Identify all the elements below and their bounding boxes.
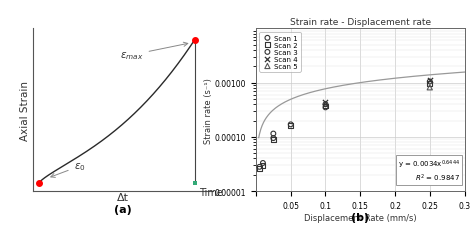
Scan 1 [322,103,329,107]
Text: (b): (b) [351,212,369,222]
Scan 1 [259,162,267,165]
Scan 3 [322,106,329,110]
Scan 4 [426,79,434,83]
Scan 2 [322,105,329,108]
Scan 4 [322,101,329,104]
Scan 2 [426,82,434,86]
Scan 1 [426,80,434,84]
Scan 1 [287,123,294,127]
Scan 2 [287,124,294,128]
Scan 2 [255,167,263,171]
Y-axis label: Axial Strain: Axial Strain [20,80,30,140]
Scan 2 [270,138,277,142]
Text: $\varepsilon_0$: $\varepsilon_0$ [51,161,85,178]
Text: (a): (a) [114,204,132,214]
Y-axis label: Strain rate (s⁻¹): Strain rate (s⁻¹) [204,77,213,143]
Scan 2 [259,164,267,167]
Text: y = 0.0034x$^{0.6444}$
$R^2$ = 0.9847: y = 0.0034x$^{0.6444}$ $R^2$ = 0.9847 [398,158,460,183]
X-axis label: Δt: Δt [117,193,129,202]
Title: Strain rate - Displacement rate: Strain rate - Displacement rate [290,18,431,27]
Text: $\varepsilon_{max}$: $\varepsilon_{max}$ [120,43,188,61]
Scan 3 [270,132,277,136]
Scan 1 [270,137,277,140]
Scan 5 [426,86,434,90]
Legend: Scan 1, Scan 2, Scan 3, Scan 4, Scan 5: Scan 1, Scan 2, Scan 3, Scan 4, Scan 5 [259,33,301,72]
Scan 1 [255,165,263,169]
Text: Time: Time [200,187,223,197]
X-axis label: Displacement Rate (mm/s): Displacement Rate (mm/s) [304,213,417,222]
